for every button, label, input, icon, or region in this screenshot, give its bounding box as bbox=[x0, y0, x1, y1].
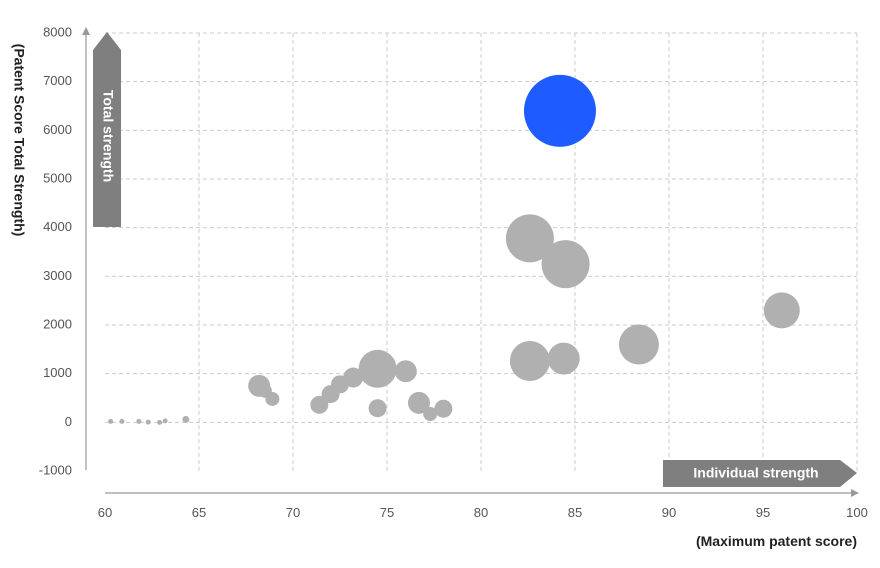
y-tick-label: 0 bbox=[65, 414, 72, 429]
axes bbox=[82, 27, 859, 497]
bubble-16 bbox=[434, 399, 453, 418]
y-tick-label: 6000 bbox=[43, 122, 72, 137]
y-axis-title: (Patent Score Total Strength) bbox=[11, 44, 27, 237]
bubble-8 bbox=[394, 360, 417, 383]
bubble-23 bbox=[145, 419, 151, 425]
highlight-bubble bbox=[523, 74, 596, 147]
x-tick-label: 95 bbox=[756, 505, 770, 520]
bubble-11 bbox=[321, 385, 340, 404]
bubble-24 bbox=[157, 419, 163, 425]
x-tick-labels: 60 65 70 75 80 85 90 95 100 bbox=[98, 505, 868, 520]
bubble-19 bbox=[265, 391, 280, 406]
bubbles bbox=[108, 74, 800, 425]
y-tick-label: 3000 bbox=[43, 268, 72, 283]
vertical-arrow-shape bbox=[93, 32, 121, 227]
y-tick-label: 7000 bbox=[43, 73, 72, 88]
x-axis-title: (Maximum patent score) bbox=[696, 533, 857, 549]
horizontal-arrow: Individual strength bbox=[663, 460, 857, 487]
y-tick-label: -1000 bbox=[39, 462, 72, 477]
bubble-22 bbox=[136, 418, 142, 424]
horizontal-arrow-shape bbox=[663, 460, 857, 487]
x-tick-label: 75 bbox=[380, 505, 394, 520]
bubble-2 bbox=[541, 240, 590, 289]
x-tick-label: 60 bbox=[98, 505, 112, 520]
y-tick-label: 2000 bbox=[43, 316, 72, 331]
vertical-arrow-label: Total strength bbox=[100, 90, 116, 182]
y-tick-label: 5000 bbox=[43, 170, 72, 185]
vertical-arrow: Total strength bbox=[93, 32, 121, 227]
bubble-21 bbox=[119, 418, 125, 424]
bubble-15 bbox=[423, 407, 438, 422]
x-tick-label: 65 bbox=[192, 505, 206, 520]
y-tick-label: 1000 bbox=[43, 365, 72, 380]
x-tick-label: 85 bbox=[568, 505, 582, 520]
bubble-14 bbox=[407, 391, 430, 414]
y-tick-label: 4000 bbox=[43, 219, 72, 234]
grid bbox=[105, 32, 858, 471]
bubble-5 bbox=[509, 341, 550, 382]
bubble-26 bbox=[182, 415, 190, 423]
bubble-3 bbox=[763, 292, 800, 329]
bubble-7 bbox=[358, 349, 397, 388]
bubble-6 bbox=[547, 342, 580, 375]
x-tick-label: 70 bbox=[286, 505, 300, 520]
bubble-12 bbox=[310, 395, 329, 414]
bubble-20 bbox=[108, 418, 114, 424]
bubble-25 bbox=[162, 418, 168, 424]
x-tick-label: 100 bbox=[846, 505, 868, 520]
horizontal-arrow-label: Individual strength bbox=[693, 465, 818, 481]
y-tick-labels: 8000 7000 6000 5000 4000 3000 2000 1000 0 -1000 bbox=[39, 24, 72, 477]
x-tick-label: 80 bbox=[474, 505, 488, 520]
x-tick-label: 90 bbox=[662, 505, 676, 520]
bubble-4 bbox=[618, 324, 659, 365]
y-tick-label: 8000 bbox=[43, 24, 72, 39]
bubble-1 bbox=[505, 214, 554, 263]
bubble-13 bbox=[368, 399, 387, 418]
